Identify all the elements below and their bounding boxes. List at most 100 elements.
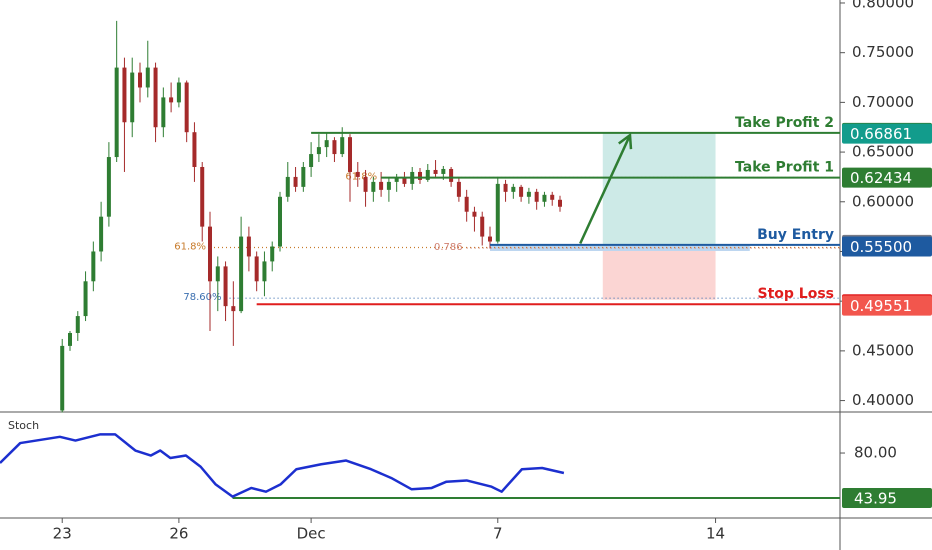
candle-body — [254, 256, 259, 282]
candle-body — [215, 266, 220, 282]
x-tick-label: 7 — [493, 525, 503, 543]
zone — [602, 132, 716, 245]
candle-body — [262, 261, 267, 282]
arrow — [579, 132, 633, 245]
y-tick-label: 0.70000 — [852, 93, 914, 111]
price-badge-label: 0.55500 — [850, 238, 912, 256]
candle-body — [464, 196, 469, 212]
candle-body — [91, 251, 96, 282]
stoch-title: Stoch — [8, 419, 39, 432]
candle-body — [192, 132, 197, 167]
candle-body — [75, 316, 80, 333]
candle-body — [301, 166, 306, 187]
level-label: Take Profit 1 — [735, 160, 834, 176]
y-tick-label: 0.40000 — [852, 391, 914, 409]
candle-body — [161, 97, 166, 128]
candle-body — [418, 171, 422, 180]
candle-body — [511, 186, 516, 192]
price-badge — [842, 295, 932, 316]
candle-body — [371, 181, 376, 192]
x-tick-label: 26 — [169, 525, 188, 543]
x-tick-label: 23 — [53, 525, 72, 543]
candle-body — [246, 236, 251, 257]
candle-body — [558, 199, 562, 207]
y-tick-label: 0.65000 — [852, 143, 914, 161]
level-label: Stop Loss — [758, 286, 835, 302]
level-label: Take Profit 2 — [735, 115, 834, 131]
candle-body — [223, 266, 228, 307]
candle-body — [386, 181, 391, 190]
fib-label: 61.8% — [174, 241, 206, 252]
candle-body — [293, 176, 298, 187]
fib-label: 61.8% — [345, 171, 377, 182]
x-tick-label: Dec — [297, 525, 326, 543]
candle-body — [449, 168, 454, 182]
fib-label: 78.60% — [183, 292, 221, 303]
candle-body — [68, 332, 72, 346]
price-badge — [842, 167, 932, 188]
candle-body — [394, 177, 399, 182]
candle-body — [488, 236, 492, 242]
candle-body — [402, 177, 407, 184]
candle-body — [441, 168, 446, 174]
zone — [602, 244, 716, 300]
candle-body — [534, 191, 539, 202]
candle-body — [169, 97, 174, 103]
y-tick-label: 0.75000 — [852, 43, 914, 61]
y-tick-label: 0.60000 — [852, 192, 914, 210]
candle-body — [480, 216, 485, 237]
value-badge — [842, 487, 932, 508]
price-badge-label: 0.66861 — [850, 125, 912, 143]
candle-body — [472, 211, 477, 217]
candle-body — [138, 72, 142, 88]
candle-body — [324, 140, 329, 148]
candle-body — [550, 194, 555, 200]
price-badge — [842, 123, 932, 144]
candle-body — [332, 140, 337, 155]
value-badge-label: 43.95 — [854, 489, 897, 507]
candle-body — [60, 345, 65, 411]
candle-body — [526, 191, 531, 197]
zone — [490, 244, 750, 251]
price-badge — [842, 236, 932, 257]
candle-body — [285, 176, 290, 197]
candle-body — [130, 72, 135, 123]
candle-body — [495, 183, 500, 242]
price-badge-label: 0.62434 — [850, 169, 912, 187]
price-badge-label: 0.49551 — [850, 297, 912, 315]
level-label: Buy Entry — [757, 227, 834, 243]
candle-body — [184, 82, 189, 133]
candle-body — [145, 67, 150, 88]
candle-body — [433, 169, 438, 174]
y-tick-label: 0.80000 — [852, 0, 914, 11]
candle-body — [114, 67, 119, 158]
candle-body — [340, 137, 345, 155]
candle-body — [122, 67, 127, 123]
candle-body — [456, 181, 461, 197]
candle-body — [379, 181, 384, 190]
candle-body — [208, 226, 212, 282]
candle-body — [519, 186, 524, 197]
y-tick-label: 0.45000 — [852, 341, 914, 359]
candle-body — [316, 147, 321, 155]
candle-body — [270, 246, 275, 262]
candle-body — [231, 306, 236, 312]
x-tick-label: 14 — [706, 525, 725, 543]
candle-body — [309, 154, 314, 167]
fib-label: 0.786 — [434, 242, 463, 253]
stoch-line — [0, 433, 565, 498]
candle-body — [200, 166, 205, 227]
candle-body — [83, 281, 88, 317]
candle-body — [503, 183, 508, 192]
candle-body — [542, 194, 547, 202]
candle-body — [363, 176, 368, 192]
candle-body — [106, 157, 111, 217]
candle-body — [153, 67, 158, 128]
candle-body — [176, 82, 181, 103]
candle-body — [355, 171, 360, 177]
candle-body — [425, 169, 430, 180]
candle-body — [348, 137, 352, 172]
candle-body — [278, 196, 282, 247]
candle-body — [239, 236, 244, 312]
